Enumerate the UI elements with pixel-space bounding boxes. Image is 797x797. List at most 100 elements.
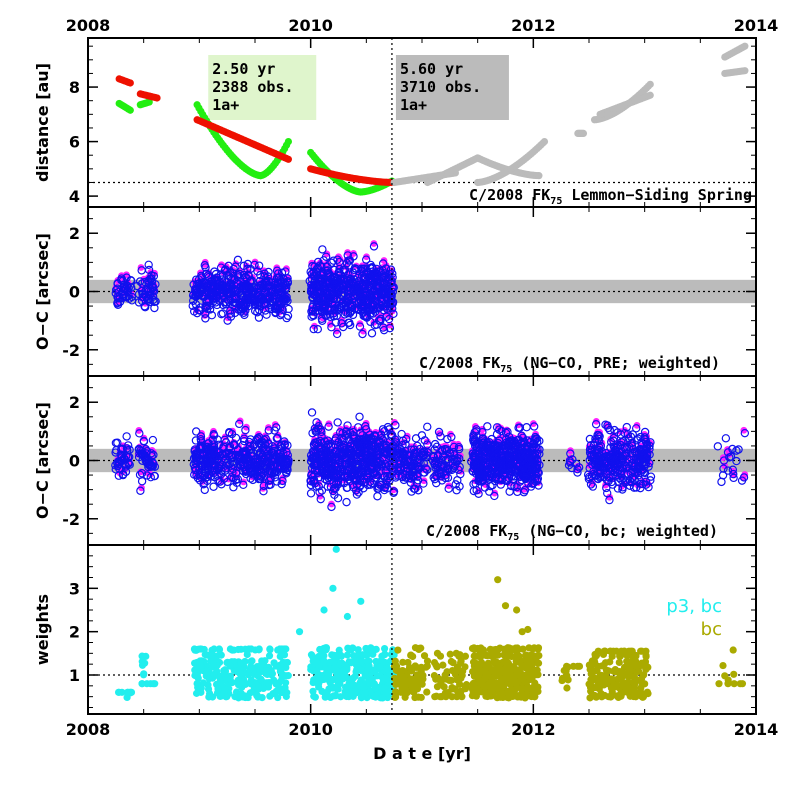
data-point bbox=[366, 264, 375, 273]
data-point bbox=[113, 298, 122, 307]
data-point bbox=[201, 309, 210, 319]
panel-title-main: C/2008 FK bbox=[419, 354, 500, 372]
data-point bbox=[305, 276, 314, 286]
data-point bbox=[233, 255, 243, 265]
data-point bbox=[284, 137, 292, 146]
data-point bbox=[579, 129, 588, 138]
data-point bbox=[334, 274, 343, 283]
data-point bbox=[191, 292, 201, 301]
y-tick-label: 2 bbox=[69, 224, 80, 243]
data-point bbox=[366, 260, 375, 270]
data-point bbox=[210, 275, 219, 284]
data-point bbox=[308, 306, 318, 315]
data-point bbox=[364, 286, 373, 296]
data-point bbox=[246, 293, 255, 303]
info-box-pre bbox=[208, 55, 317, 120]
data-point bbox=[370, 321, 379, 330]
data-point bbox=[149, 286, 158, 295]
data-point bbox=[741, 42, 749, 50]
data-point bbox=[317, 306, 326, 315]
data-point bbox=[326, 312, 335, 322]
data-point bbox=[342, 497, 351, 507]
data-point bbox=[388, 297, 398, 307]
data-point bbox=[145, 98, 153, 106]
data-point bbox=[388, 287, 397, 297]
data-point bbox=[335, 257, 344, 267]
data-point bbox=[127, 292, 137, 302]
data-point bbox=[204, 297, 213, 307]
data-point bbox=[312, 264, 322, 274]
y-tick-label: 4 bbox=[69, 187, 80, 206]
data-point bbox=[328, 500, 335, 508]
data-point bbox=[254, 261, 264, 270]
data-point bbox=[350, 265, 360, 275]
data-point bbox=[332, 329, 342, 339]
series-red bbox=[115, 75, 396, 187]
y-tick-label: 0 bbox=[69, 283, 80, 302]
oc-pre-panel: C/2008 FK75 (NG−CO, PRE; weighted)-202O−… bbox=[33, 206, 757, 377]
data-point bbox=[221, 265, 230, 274]
data-point bbox=[265, 424, 272, 431]
data-point bbox=[313, 306, 323, 315]
data-point bbox=[336, 255, 344, 263]
data-point bbox=[249, 283, 259, 292]
data-point bbox=[188, 301, 197, 311]
data-point bbox=[282, 313, 291, 323]
data-point bbox=[196, 303, 205, 312]
data-point bbox=[149, 295, 158, 305]
data-point bbox=[344, 294, 353, 303]
data-point bbox=[341, 301, 351, 310]
data-point bbox=[373, 492, 382, 501]
data-point bbox=[265, 297, 275, 306]
data-point bbox=[329, 256, 338, 265]
data-point bbox=[201, 261, 209, 268]
x-tick-label-top: 2014 bbox=[734, 16, 779, 35]
series-gray bbox=[390, 42, 749, 187]
data-point bbox=[321, 311, 331, 320]
data-point bbox=[309, 311, 318, 320]
data-point bbox=[307, 280, 316, 290]
data-point bbox=[378, 266, 387, 275]
data-point bbox=[318, 316, 327, 325]
data-point bbox=[314, 294, 324, 303]
data-point bbox=[308, 300, 318, 310]
data-point bbox=[330, 273, 339, 283]
data-point bbox=[126, 106, 134, 114]
data-point bbox=[225, 283, 234, 293]
data-point bbox=[209, 482, 218, 491]
data-point bbox=[360, 264, 370, 273]
data-point bbox=[362, 304, 372, 313]
data-point bbox=[271, 308, 280, 318]
data-point bbox=[241, 306, 250, 315]
data-point bbox=[251, 258, 259, 266]
panel-title-rest: (NG−CO, PRE; weighted) bbox=[512, 354, 720, 372]
data-point bbox=[326, 289, 335, 298]
data-point bbox=[337, 291, 346, 300]
info-line: 2.50 yr bbox=[212, 60, 275, 78]
data-point bbox=[380, 302, 389, 311]
info-line: 5.60 yr bbox=[400, 60, 463, 78]
data-point bbox=[535, 172, 543, 180]
data-point bbox=[137, 266, 146, 275]
data-point bbox=[153, 94, 161, 102]
data-point bbox=[369, 242, 379, 251]
data-point bbox=[254, 313, 264, 322]
data-point bbox=[307, 408, 317, 417]
data-point bbox=[326, 272, 335, 281]
data-point bbox=[313, 325, 322, 334]
data-point bbox=[346, 302, 355, 311]
data-point bbox=[235, 288, 244, 297]
data-point bbox=[373, 281, 382, 291]
data-point bbox=[356, 320, 364, 328]
data-point bbox=[327, 298, 337, 307]
data-point bbox=[228, 269, 237, 278]
data-point bbox=[135, 427, 143, 434]
data-point bbox=[138, 292, 147, 302]
data-point bbox=[339, 322, 348, 332]
data-point bbox=[350, 425, 358, 433]
panel-title-rest: Lemmon−Siding Spring bbox=[562, 186, 752, 204]
data-point bbox=[741, 67, 749, 75]
data-point bbox=[113, 279, 122, 288]
data-point bbox=[367, 329, 377, 338]
